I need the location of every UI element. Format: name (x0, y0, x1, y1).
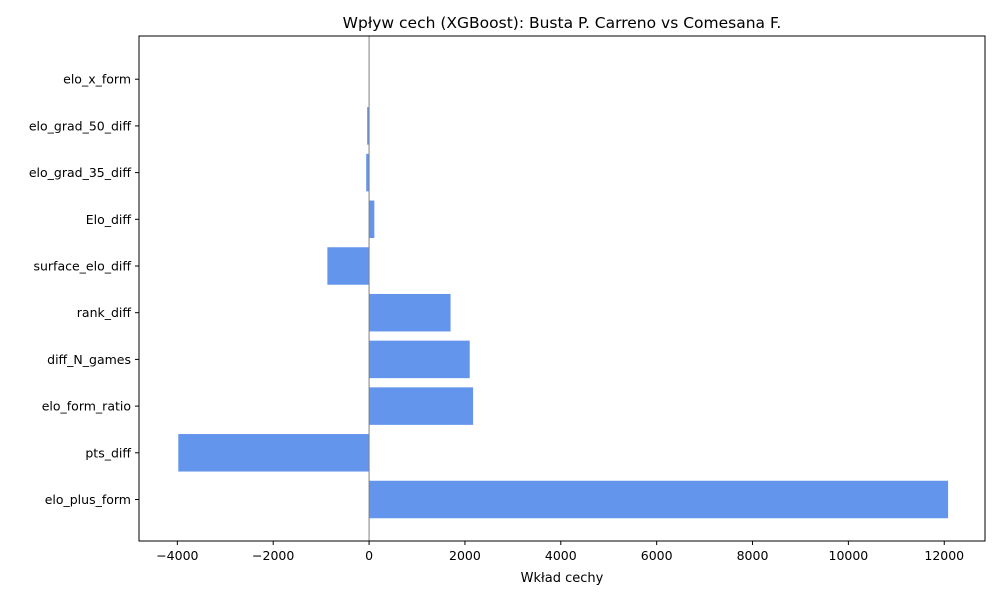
bar-pts_diff (178, 434, 370, 472)
x-axis-title: Wkład cechy (521, 571, 604, 586)
y-tick-label: diff_N_games (47, 352, 131, 367)
bar-elo_form_ratio (369, 387, 474, 425)
y-tick-label: elo_grad_35_diff (29, 165, 132, 180)
x-tick-label: 4000 (545, 548, 577, 563)
x-tick-label: 2000 (449, 548, 481, 563)
bar-surface_elo_diff (327, 247, 370, 285)
bars-layer (178, 107, 949, 519)
x-axis: −4000 −2000 0 2000 4000 6000 8000 10000 12000 (156, 541, 964, 563)
x-tick-label: −2000 (252, 548, 294, 563)
bar-diff_N_games (369, 340, 470, 379)
y-tick-label: surface_elo_diff (33, 259, 131, 274)
y-tick-label: elo_form_ratio (42, 399, 131, 414)
x-tick-label: −4000 (156, 548, 198, 563)
bar-Elo_diff (369, 200, 375, 239)
y-tick-label: elo_x_form (63, 72, 131, 87)
x-tick-label: 10000 (829, 548, 869, 563)
y-axis: elo_plus_form pts_diff elo_form_ratio diff_… (29, 72, 139, 507)
bar-elo_plus_form (369, 480, 949, 519)
y-tick-label: elo_grad_50_diff (29, 118, 132, 133)
y-tick-label: pts_diff (85, 445, 131, 460)
x-tick-label: 12000 (924, 548, 964, 563)
bar-elo_grad_35_diff (366, 153, 370, 192)
plot-frame (138, 35, 986, 542)
y-tick-label: rank_diff (77, 305, 132, 320)
y-tick-label: Elo_diff (86, 212, 132, 227)
y-tick-label: elo_plus_form (45, 492, 131, 507)
bar-elo_grad_50_diff (367, 107, 370, 145)
x-tick-label: 0 (365, 548, 373, 563)
x-tick-label: 6000 (641, 548, 673, 563)
x-tick-label: 8000 (737, 548, 769, 563)
bar-rank_diff (369, 293, 451, 332)
chart-title: Wpływ cech (XGBoost): Busta P. Carreno v… (343, 14, 782, 32)
